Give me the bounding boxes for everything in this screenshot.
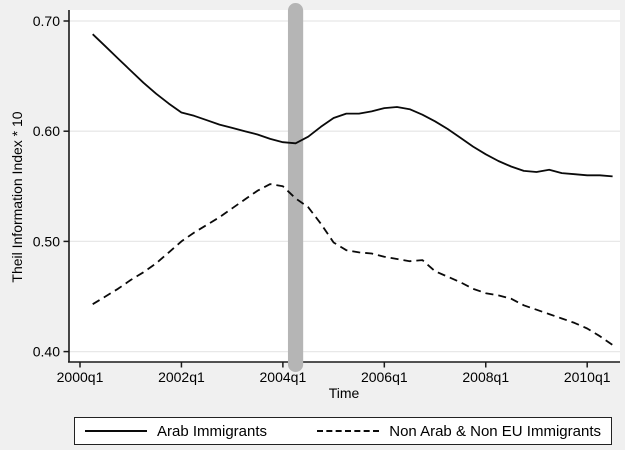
legend-label-arab-immigrants: Arab Immigrants (157, 422, 268, 440)
y-tick-label: 0.50 (33, 233, 60, 249)
legend: Arab Immigrants Non Arab & Non EU Immigr… (74, 417, 612, 445)
highlight-band (287, 3, 304, 372)
y-tick-label: 0.70 (33, 13, 60, 29)
legend-item-non-arab-immigrants: Non Arab & Non EU Immigrants (317, 423, 601, 440)
y-tick-label: 0.60 (33, 123, 60, 139)
x-tick-label: 2010q1 (564, 369, 611, 385)
solid-line-sample (85, 430, 147, 432)
x-tick-label: 2008q1 (462, 369, 509, 385)
non-arab-non-eu-line (92, 183, 614, 346)
x-tick-label: 2004q1 (260, 369, 307, 385)
y-axis-title: Theil Information Index * 10 (9, 111, 25, 283)
plot-area (69, 10, 620, 362)
dashed-line-sample (317, 430, 380, 432)
x-tick-label: 2002q1 (158, 369, 205, 385)
x-tick-label: 2006q1 (361, 369, 408, 385)
y-tick-label: 0.40 (33, 344, 60, 360)
x-axis-title: Time (328, 385, 360, 401)
arab-immigrants-line (92, 33, 613, 178)
x-tick-label: 2000q1 (57, 369, 104, 385)
legend-label-non-arab-immigrants: Non Arab & Non EU Immigrants (389, 422, 601, 440)
legend-item-arab-immigrants: Arab Immigrants (85, 423, 267, 440)
